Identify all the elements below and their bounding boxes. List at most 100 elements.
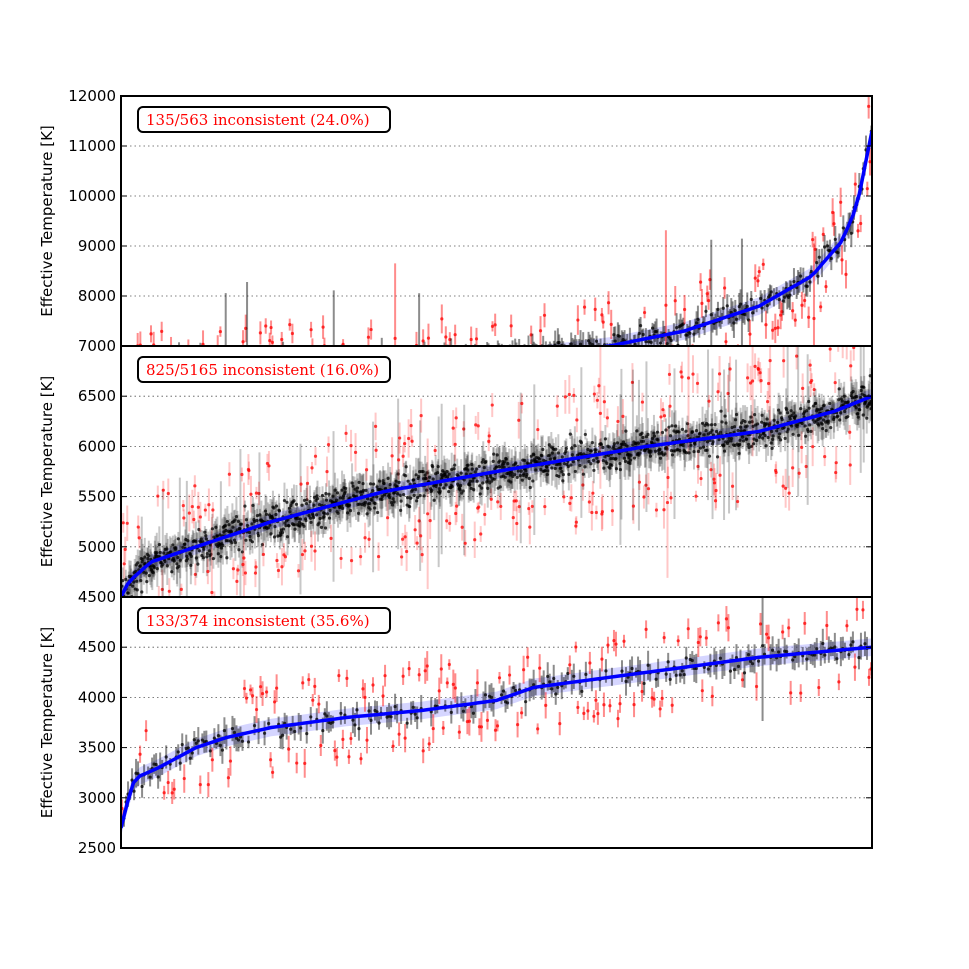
inconsistent-point	[787, 626, 791, 630]
consistent-point	[246, 740, 251, 744]
consistent-point	[211, 556, 215, 561]
inconsistent-point	[601, 320, 605, 324]
consistent-point	[586, 339, 591, 343]
inconsistent-point	[193, 484, 197, 488]
consistent-point	[135, 579, 139, 583]
consistent-point	[260, 543, 265, 547]
inconsistent-point	[421, 749, 425, 753]
consistent-point	[732, 321, 736, 325]
inconsistent-point	[668, 404, 672, 408]
consistent-point	[151, 571, 155, 575]
consistent-point	[570, 446, 574, 450]
inconsistent-point	[758, 622, 763, 626]
consistent-point	[824, 428, 828, 433]
consistent-point	[728, 669, 733, 673]
consistent-point	[425, 471, 429, 475]
inconsistent-point	[304, 386, 307, 389]
consistent-point	[392, 361, 395, 364]
inconsistent-point	[445, 681, 449, 685]
consistent-point	[302, 524, 306, 528]
consistent-point	[665, 447, 669, 451]
consistent-point	[410, 370, 413, 373]
consistent-point	[570, 453, 574, 457]
y-tick-label: 10000	[68, 187, 116, 205]
consistent-point	[266, 526, 271, 530]
consistent-point	[733, 418, 738, 422]
inconsistent-point	[329, 536, 333, 540]
inconsistent-point	[670, 703, 674, 707]
consistent-point	[414, 373, 417, 376]
consistent-point	[558, 462, 562, 466]
consistent-point	[514, 461, 518, 465]
consistent-point	[139, 578, 143, 583]
consistent-point	[288, 510, 292, 514]
consistent-point	[146, 556, 150, 561]
consistent-point	[442, 486, 446, 490]
consistent-point	[355, 353, 358, 356]
consistent-point	[839, 411, 843, 415]
consistent-point	[513, 688, 518, 693]
consistent-point	[181, 545, 185, 549]
inconsistent-point	[453, 442, 457, 446]
consistent-point	[491, 459, 495, 463]
consistent-point	[361, 488, 366, 493]
consistent-point	[828, 401, 832, 406]
y-tick-label: 7000	[78, 337, 116, 355]
consistent-point	[554, 692, 558, 696]
consistent-point	[841, 226, 845, 230]
consistent-point	[495, 357, 498, 360]
y-tick-label: 3500	[78, 739, 116, 757]
inconsistent-point	[275, 558, 279, 563]
consistent-point	[478, 365, 481, 368]
consistent-point	[469, 486, 473, 491]
consistent-point	[641, 439, 646, 443]
y-tick-label: 2500	[78, 839, 116, 857]
consistent-point	[547, 357, 550, 360]
consistent-point	[163, 559, 167, 564]
consistent-point	[749, 444, 754, 449]
consistent-point	[820, 407, 824, 411]
consistent-point	[225, 556, 229, 560]
consistent-point	[568, 353, 571, 356]
consistent-point	[837, 398, 841, 402]
inconsistent-point	[682, 307, 687, 312]
inconsistent-point	[287, 747, 291, 751]
inconsistent-point	[447, 662, 451, 667]
consistent-point	[438, 489, 442, 493]
inconsistent-point	[349, 736, 353, 741]
consistent-point	[221, 543, 225, 548]
consistent-point	[808, 280, 812, 284]
consistent-point	[444, 483, 448, 487]
inconsistent-point	[303, 549, 307, 553]
consistent-point	[610, 463, 614, 467]
consistent-point	[147, 574, 151, 578]
inconsistent-point	[367, 537, 371, 541]
inconsistent-point	[845, 624, 849, 628]
consistent-point	[449, 710, 453, 714]
consistent-point	[737, 451, 741, 455]
consistent-point	[653, 449, 658, 453]
consistent-point	[458, 488, 462, 492]
inconsistent-point	[276, 568, 281, 573]
consistent-point	[623, 459, 628, 463]
consistent-point	[135, 588, 139, 592]
consistent-point	[361, 482, 365, 486]
consistent-point	[608, 466, 612, 470]
consistent-point	[725, 304, 729, 308]
inconsistent-point	[123, 547, 127, 552]
consistent-point	[232, 538, 237, 542]
consistent-point	[605, 461, 609, 465]
consistent-point	[644, 435, 649, 439]
inconsistent-point	[407, 436, 411, 441]
inconsistent-point	[326, 442, 331, 447]
consistent-point	[714, 429, 719, 434]
consistent-point	[696, 317, 700, 321]
consistent-point	[247, 530, 252, 535]
consistent-point	[283, 521, 287, 525]
consistent-point	[515, 475, 519, 479]
y-tick-label: 5500	[78, 488, 116, 506]
inconsistent-point	[264, 690, 269, 694]
consistent-point	[471, 711, 476, 715]
consistent-point	[846, 400, 850, 404]
inconsistent-point	[448, 521, 452, 525]
